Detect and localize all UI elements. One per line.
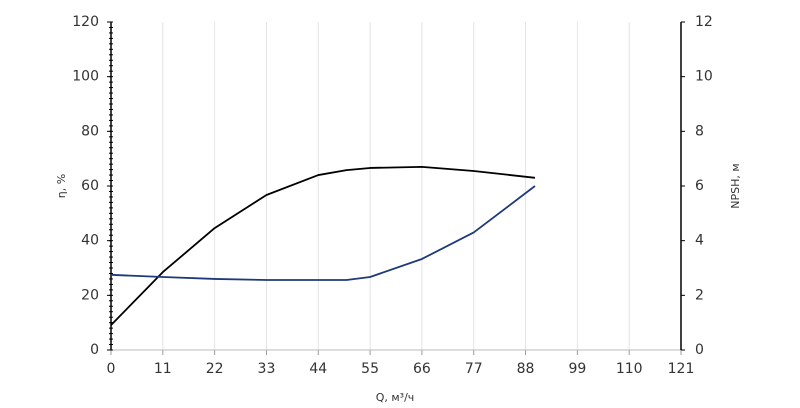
y2-axis-label: NPSH, м — [729, 163, 742, 208]
y2-tick-label: 2 — [695, 287, 704, 303]
y2-tick-label: 6 — [695, 178, 704, 194]
y2-tick-label: 8 — [695, 123, 704, 139]
y2-tick-label: 4 — [695, 233, 704, 249]
y-tick-label: 80 — [81, 123, 99, 139]
y-tick-label: 40 — [81, 233, 99, 249]
x-tick-label: 121 — [668, 361, 695, 377]
x-tick-label: 88 — [517, 361, 535, 377]
x-axis-label: Q, м³/ч — [376, 391, 415, 404]
y-tick-label: 100 — [72, 69, 99, 85]
x-tick-label: 55 — [361, 361, 379, 377]
y-tick-label: 60 — [81, 178, 99, 194]
y-tick-label: 120 — [72, 14, 99, 30]
y2-tick-label: 12 — [695, 14, 713, 30]
line-series — [110, 185, 536, 281]
x-tick-label: 66 — [413, 361, 431, 377]
x-tick-label: 44 — [309, 361, 327, 377]
y2-tick-label: 0 — [695, 342, 704, 358]
y-tick-label: 0 — [90, 342, 99, 358]
x-tick-label: 110 — [616, 361, 643, 377]
y2-tick-label: 10 — [695, 69, 713, 85]
x-tick-label: 99 — [568, 361, 586, 377]
y-tick-label: 20 — [81, 287, 99, 303]
x-tick-label: 33 — [258, 361, 276, 377]
x-tick-label: 77 — [465, 361, 483, 377]
x-tick-label: 0 — [107, 361, 116, 377]
x-tick-label: 11 — [154, 361, 172, 377]
y-axis-label: η, % — [55, 174, 68, 198]
x-tick-label: 22 — [206, 361, 224, 377]
line-series — [110, 165, 536, 326]
